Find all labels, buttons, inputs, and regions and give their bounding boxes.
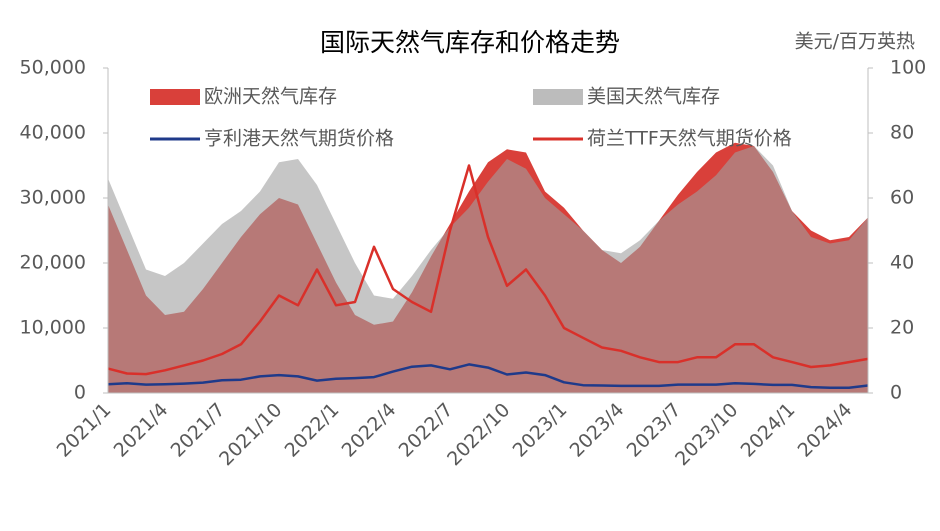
chart-title: 国际天然气库存和价格走势 — [320, 28, 620, 57]
legend-swatch — [533, 89, 583, 105]
y2-tick-label: 80 — [890, 122, 914, 144]
x-tick-label: 2023/1 — [509, 399, 572, 462]
x-tick-label: 2024/1 — [737, 399, 800, 462]
x-tick-label: 2023/10 — [671, 399, 742, 470]
y-tick-label: 20,000 — [20, 252, 86, 274]
x-tick-label: 2022/4 — [338, 399, 401, 462]
legend-swatch — [150, 89, 200, 105]
y-tick-label: 10,000 — [20, 317, 86, 339]
y2-tick-label: 100 — [890, 57, 926, 79]
y-tick-label: 50,000 — [20, 57, 86, 79]
y2-axis-label: 美元/百万英热 — [795, 31, 915, 53]
y2-tick-label: 0 — [890, 382, 902, 404]
y2-tick-label: 60 — [890, 187, 914, 209]
x-tick-label: 2024/4 — [794, 399, 857, 462]
y-tick-label: 40,000 — [20, 122, 86, 144]
x-tick-label: 2021/4 — [110, 399, 173, 462]
area — [108, 146, 868, 393]
x-tick-label: 2021/10 — [215, 399, 286, 470]
x-tick-label: 2022/1 — [281, 399, 344, 462]
legend-label: 美国天然气库存 — [587, 86, 720, 108]
y2-tick-label: 20 — [890, 317, 914, 339]
x-tick-label: 2021/1 — [53, 399, 116, 462]
x-tick-label: 2023/4 — [566, 399, 629, 462]
legend-label: 荷兰TTF天然气期货价格 — [587, 128, 792, 150]
line — [107, 164, 869, 376]
legend-label: 欧洲天然气库存 — [204, 86, 337, 108]
y-tick-label: 30,000 — [20, 187, 86, 209]
legend-label: 亨利港天然气期货价格 — [204, 128, 394, 150]
y2-tick-label: 40 — [890, 252, 914, 274]
line — [107, 363, 869, 390]
x-tick-label: 2022/10 — [443, 399, 514, 470]
y-tick-label: 0 — [74, 382, 86, 404]
